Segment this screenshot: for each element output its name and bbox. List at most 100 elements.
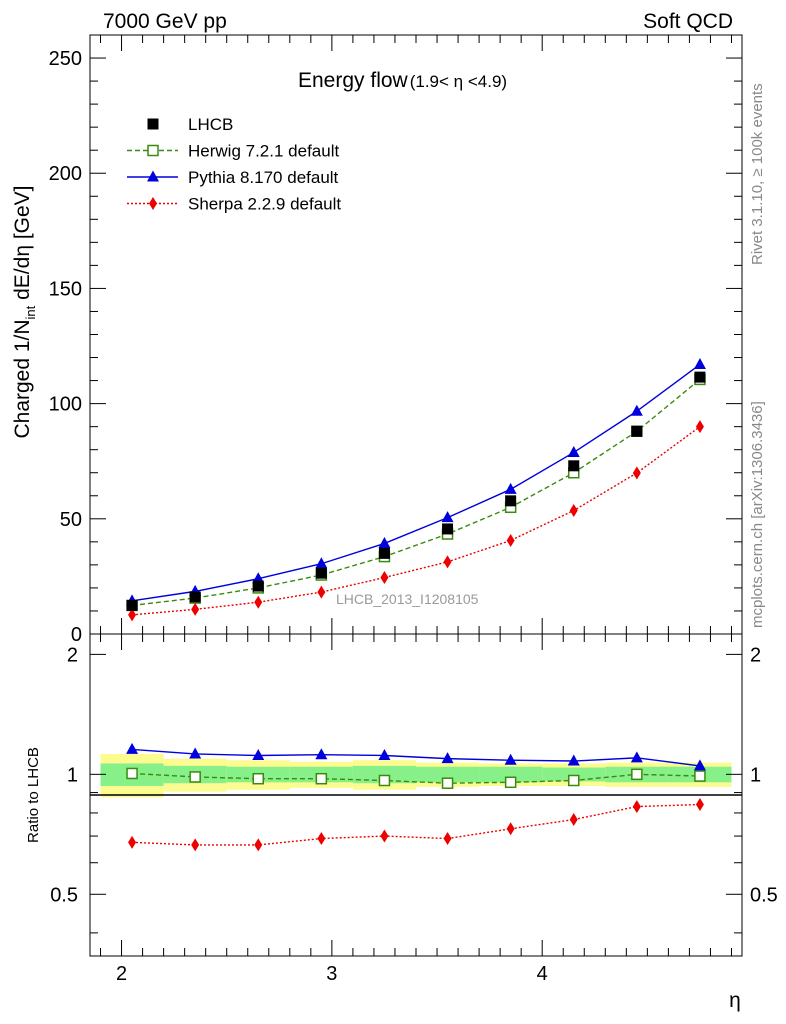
ratio-point-diamond [632,800,641,814]
ratio-point-triangle [252,748,265,760]
x-tick-label: 4 [537,963,548,985]
ratio-line-square-open [132,772,700,784]
ratio-y-tick-label-right: 2 [750,644,761,666]
y-tick-label: 0 [71,624,82,646]
y-axis-label-subscript: int [23,305,38,319]
mcplots-reference-text: mcplots.cern.ch [arXiv:1306.3436] [749,401,766,628]
ratio-line-diamond [132,803,700,846]
ratio-point-square-open [252,772,265,785]
ratio-point-diamond [191,838,200,852]
data-point-square-filled [694,371,706,383]
ratio-point-diamond [443,832,452,846]
main-series-layer [126,357,706,622]
ratio-point-square-open [315,772,328,785]
ratio-point-triangle [630,751,643,763]
main-panel: 0 50 100 150 200 250 Energy flow (1.9< η <4.9)… [11,34,743,646]
data-point-square-filled [378,547,390,559]
header-right: Soft QCD [643,10,733,33]
chart-title-range: (1.9< η <4.9) [410,72,507,91]
series-line-square-open [131,378,701,607]
main-axis-ticks: 0 50 100 150 200 250 [49,34,742,646]
legend-marker [147,144,159,157]
ratio-point-square-open [378,774,391,787]
x-tick-label: 2 [116,963,127,985]
y-tick-label: 150 [49,278,82,300]
ratio-point-square-open [126,767,138,780]
ratio-band-green [479,766,543,783]
ratio-axis-ticks: 0.5 0.5 1 1 2 2 [50,634,778,956]
ratio-point-diamond [128,835,137,849]
y-tick-label: 50 [60,509,82,531]
rivet-version-text: Rivet 3.1.10, ≥ 100k events [749,83,766,265]
data-point-triangle [504,482,517,494]
y-axis-label-tail: dE/dη [GeV] [11,185,34,305]
ratio-point-triangle [378,748,391,760]
data-point-diamond [254,595,263,609]
data-point-triangle [378,536,391,548]
legend: LHCB Herwig 7.2.1 default Pythia 8.170 def… [127,115,341,214]
series-line-diamond [132,426,701,616]
ratio-point-triangle [189,747,202,759]
ratio-point-diamond [506,822,515,836]
ratio-point-square-open [504,776,517,789]
ratio-point-triangle [126,742,139,754]
data-point-triangle [693,357,706,369]
ratio-point-square-open [567,774,580,787]
ratio-panel: 0.5 0.5 1 1 2 2 Ratio to LHCB [25,633,778,957]
ratio-point-square-open [631,768,643,781]
data-point-square-filled [442,523,454,535]
data-point-square-filled [568,460,580,472]
ratio-point-triangle [693,759,706,771]
ratio-point-triangle [441,752,454,764]
data-point-square-filled [252,580,264,592]
data-point-diamond [317,585,326,599]
legend-entry-label: Herwig 7.2.1 default [188,142,339,161]
y-axis-label: Charged 1/Nint dE/dη [GeV] [11,185,38,438]
ratio-point-triangle [504,753,517,765]
legend-entry-label: Pythia 8.170 default [188,168,339,187]
ratio-plot-frame [89,633,743,957]
ratio-y-tick-label-left: 0.5 [50,884,78,906]
ratio-point-triangle [315,748,328,760]
ratio-point-triangle [567,754,580,766]
legend-marker [147,118,159,130]
ratio-band-green [416,766,480,783]
ratio-point-diamond [695,798,704,812]
data-point-diamond [506,533,515,547]
data-point-diamond [695,420,704,434]
ratio-point-diamond [380,829,389,843]
ratio-point-diamond [569,813,578,827]
data-point-diamond [191,602,200,616]
series-line-triangle [131,363,701,602]
data-point-diamond [569,504,578,518]
data-point-square-filled [505,495,517,507]
legend-marker [149,197,157,210]
data-point-triangle [441,511,454,523]
x-tick-labels: 2 3 4 [116,963,548,985]
ratio-point-diamond [317,832,326,846]
data-point-diamond [632,466,641,480]
ratio-point-diamond [254,838,263,852]
data-point-diamond [380,571,389,585]
analysis-watermark: LHCB_2013_I1208105 [336,591,479,607]
ratio-y-tick-label-right: 0.5 [750,884,778,906]
data-point-square-filled [189,591,201,603]
data-point-triangle [252,572,265,584]
data-point-diamond [443,555,452,569]
data-point-square-filled [315,567,327,579]
ratio-line-triangle [132,748,701,767]
ratio-point-square-open [189,771,201,783]
y-tick-label: 250 [49,48,82,70]
ratio-y-tick-label-right: 1 [750,764,761,786]
legend-marker [147,170,159,182]
data-point-triangle [567,445,580,457]
data-point-square-filled [631,425,643,437]
x-axis-label: η [729,989,741,1012]
y-tick-label: 200 [49,163,82,185]
legend-entry-label: Sherpa 2.2.9 default [188,195,341,214]
legend-entry-label: LHCB [188,115,233,134]
ratio-y-tick-label-left: 1 [67,764,78,786]
data-point-diamond [128,608,137,622]
chart-title-main: Energy flow [298,69,409,92]
chart-title: Energy flow (1.9< η <4.9) [298,69,507,92]
